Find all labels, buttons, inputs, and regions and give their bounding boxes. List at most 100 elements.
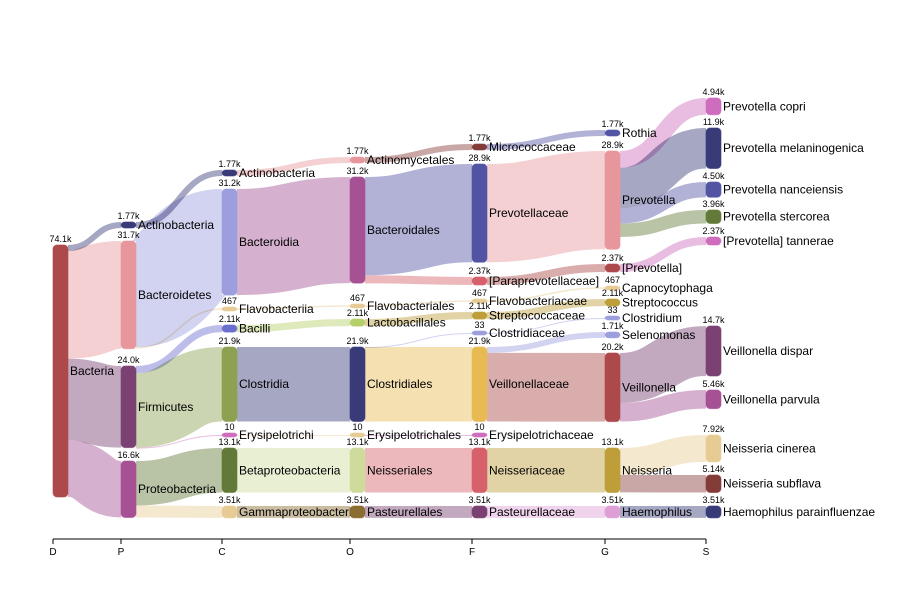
link-proteobacteria-to-betaproteobacteria[interactable]: [135, 448, 223, 506]
node-bacteria[interactable]: 74.1k Bacteria: [49, 234, 114, 498]
node-bacteroidetes[interactable]: 31.7k Bacteroidetes: [117, 230, 211, 350]
node-rect-betaproteobacteria[interactable]: [221, 447, 238, 494]
node-rect-bacilli[interactable]: [221, 324, 238, 333]
link-bacteria-to-firmicutes[interactable]: [66, 358, 123, 448]
link-flavobacteriaceae-to-capnocytophaga[interactable]: [486, 287, 606, 302]
node-veillonella_dispar[interactable]: 14.7k Veillonella dispar: [702, 315, 813, 377]
node-rect-streptococcaceae[interactable]: [471, 311, 488, 320]
node-paraprevotellaceae[interactable]: 2.37k[Paraprevotellaceae]: [468, 266, 599, 288]
node-prevotella_melaninogenica[interactable]: 11.9k Prevotella melaninogenica: [703, 117, 864, 169]
node-rect-bacteroidia[interactable]: [221, 188, 238, 296]
node-rect-actinobacteria_c[interactable]: [221, 169, 238, 177]
node-rect-capnocytophaga[interactable]: [604, 285, 621, 291]
node-bacteroidia[interactable]: 31.2k Bacteroidia: [218, 178, 299, 296]
node-rect-prevotella_nanceiensis[interactable]: [705, 181, 722, 198]
node-rect-streptococcus[interactable]: [604, 298, 621, 307]
node-firmicutes[interactable]: 24.0k Firmicutes: [117, 355, 193, 449]
node-prevotella_tannerae[interactable]: 2.37k[Prevotella] tannerae: [702, 226, 834, 248]
node-rect-firmicutes[interactable]: [120, 365, 137, 449]
node-veillonella[interactable]: 20.2k Veillonella: [601, 342, 676, 423]
link-veillonella-to-veillonella_parvula[interactable]: [619, 390, 707, 422]
node-rect-gammaproteobacteria[interactable]: [221, 505, 238, 519]
node-rect-erysipelotrichaceae[interactable]: [471, 432, 488, 438]
node-rect-prevotellaceae[interactable]: [471, 163, 488, 263]
link-clostridiaceae-to-clostridium[interactable]: [486, 317, 606, 334]
node-clostridium[interactable]: 33 Clostridium: [604, 305, 682, 325]
node-rect-pasteurellales[interactable]: [349, 505, 366, 519]
node-rect-veillonella_dispar[interactable]: [705, 325, 722, 377]
node-erysipelotrichaceae[interactable]: 10 Erysipelotrichaceae: [471, 422, 594, 442]
node-proteobacteria[interactable]: 16.6k Proteobacteria: [117, 450, 216, 518]
node-rect-veillonella[interactable]: [604, 352, 621, 423]
node-rect-erysipelotrichi[interactable]: [221, 432, 238, 438]
link-firmicutes-to-bacilli[interactable]: [135, 325, 223, 374]
node-rect-erysipelotrichales[interactable]: [349, 432, 366, 438]
node-rect-pasteurellaceae[interactable]: [471, 505, 488, 519]
node-rect-haemophilus_parainfluenzae[interactable]: [705, 505, 722, 519]
node-rect-bacteroidetes[interactable]: [120, 240, 137, 350]
node-neisseriaceae[interactable]: 13.1k Neisseriaceae: [468, 437, 565, 494]
link-prevotella_br-to-prevotella_tannerae[interactable]: [619, 237, 707, 273]
node-rect-neisseria[interactable]: [604, 447, 621, 494]
node-erysipelotrichi[interactable]: 10 Erysipelotrichi: [221, 422, 314, 442]
link-prevotella-to-prevotella_nanceiensis[interactable]: [619, 182, 707, 224]
node-rect-bacteroidales[interactable]: [349, 176, 366, 284]
node-prevotella[interactable]: 28.9k Prevotella: [601, 140, 676, 250]
link-flavobacteriales-to-flavobacteriaceae[interactable]: [364, 300, 473, 307]
link-bacteroidetes-to-bacteroidia[interactable]: [127, 189, 231, 348]
link-actinomycetales-to-micrococcaceae[interactable]: [364, 144, 473, 164]
node-rect-clostridium[interactable]: [604, 315, 621, 321]
link-prevotella-to-prevotella_copri[interactable]: [619, 98, 707, 168]
link-streptococcaceae-to-streptococcus[interactable]: [486, 299, 606, 320]
link-micrococcaceae-to-rothia[interactable]: [486, 130, 606, 151]
node-rect-paraprevotellaceae[interactable]: [471, 276, 488, 286]
node-rect-proteobacteria[interactable]: [120, 460, 137, 518]
node-rect-clostridiales[interactable]: [349, 346, 366, 422]
node-veillonella_parvula[interactable]: 5.46k Veillonella parvula: [702, 379, 820, 410]
node-rect-selenomonas[interactable]: [604, 331, 621, 339]
node-bacteroidales[interactable]: 31.2k Bacteroidales: [346, 166, 440, 284]
node-neisseria_subflava[interactable]: 5.14k Neisseria subflava: [702, 464, 821, 493]
link-prevotella-to-prevotella_stercorea[interactable]: [619, 210, 707, 238]
node-rect-veillonella_parvula[interactable]: [705, 389, 722, 410]
node-prevotella_nanceiensis[interactable]: 4.50k Prevotella nanceiensis: [702, 171, 843, 198]
link-paraprevotellaceae-to-prevotella_br[interactable]: [486, 264, 606, 286]
node-neisseria_cinerea[interactable]: 7.92k Neisseria cinerea: [702, 424, 816, 463]
link-bacteria-to-proteobacteria[interactable]: [65, 440, 124, 518]
node-clostridia[interactable]: 21.9k Clostridia: [218, 336, 289, 422]
node-rect-prevotella[interactable]: [604, 150, 621, 250]
node-clostridiales[interactable]: 21.9k Clostridiales: [346, 336, 432, 422]
node-rect-neisseria_subflava[interactable]: [705, 474, 722, 493]
link-bacilli-to-lactobacillales[interactable]: [236, 319, 351, 333]
node-rect-veillonellaceae[interactable]: [471, 346, 488, 422]
node-rect-haemophilus[interactable]: [604, 505, 621, 519]
node-rect-rothia[interactable]: [604, 129, 621, 137]
node-rect-neisseriales[interactable]: [349, 447, 366, 494]
link-neisseria-to-neisseria_cinerea[interactable]: [619, 435, 707, 475]
node-veillonellaceae[interactable]: 21.9k Veillonellaceae: [468, 336, 569, 422]
link-prevotellaceae-to-prevotella[interactable]: [486, 151, 606, 263]
node-prevotella_copri[interactable]: 4.94k Prevotella copri: [702, 87, 806, 116]
link-actinobacteria_c-to-actinomycetales[interactable]: [236, 157, 351, 177]
node-rect-prevotella_stercorea[interactable]: [705, 209, 722, 224]
link-flavobacteriia-to-flavobacteriales[interactable]: [236, 305, 351, 310]
node-rect-micrococcaceae[interactable]: [471, 143, 488, 151]
node-erysipelotrichales[interactable]: 10 Erysipelotrichales: [349, 422, 461, 442]
node-prevotella_br[interactable]: 2.37k[Prevotella]: [601, 253, 682, 275]
node-rect-clostridia[interactable]: [221, 346, 238, 422]
